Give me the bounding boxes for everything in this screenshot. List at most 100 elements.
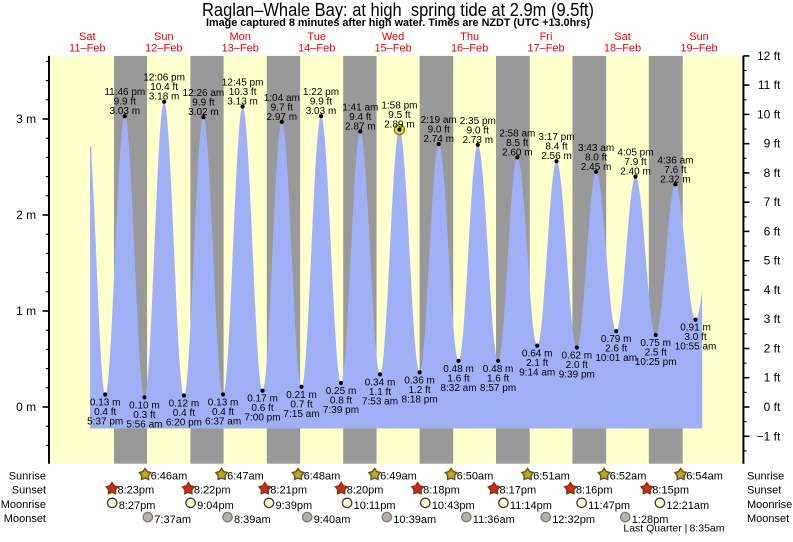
svg-text:2.73 m: 2.73 m: [463, 135, 494, 146]
svg-text:15–Feb: 15–Feb: [374, 42, 411, 54]
svg-text:8:23pm: 8:23pm: [118, 485, 155, 497]
svg-text:0.79 m: 0.79 m: [601, 334, 632, 345]
svg-text:8:32 am: 8:32 am: [440, 383, 476, 394]
svg-text:2 m: 2 m: [16, 208, 36, 222]
svg-text:2.56 m: 2.56 m: [541, 151, 572, 162]
svg-text:3:43 am: 3:43 am: [578, 143, 614, 154]
svg-text:8.4 ft: 8.4 ft: [545, 142, 567, 153]
svg-text:11 ft: 11 ft: [758, 78, 781, 92]
svg-text:7 ft: 7 ft: [764, 195, 781, 209]
svg-text:0.25 m: 0.25 m: [326, 386, 357, 397]
svg-text:0.91 m: 0.91 m: [680, 323, 711, 334]
svg-text:3.02 m: 3.02 m: [188, 107, 219, 118]
svg-text:0.3 ft: 0.3 ft: [133, 410, 155, 421]
svg-text:2.87 m: 2.87 m: [345, 122, 376, 133]
svg-text:6 ft: 6 ft: [764, 224, 781, 238]
svg-text:2.45 m: 2.45 m: [581, 162, 612, 173]
svg-text:5:56 am: 5:56 am: [126, 419, 162, 430]
svg-text:Sun: Sun: [154, 31, 174, 43]
svg-text:0.13 m: 0.13 m: [90, 398, 121, 409]
svg-text:6:52am: 6:52am: [610, 471, 647, 483]
svg-text:0.4 ft: 0.4 ft: [94, 407, 116, 418]
svg-text:18–Feb: 18–Feb: [604, 42, 641, 54]
svg-text:4:05 pm: 4:05 pm: [617, 148, 653, 159]
svg-text:2.5 ft: 2.5 ft: [645, 348, 667, 359]
svg-text:2:19 am: 2:19 am: [421, 115, 457, 126]
svg-text:19–Feb: 19–Feb: [680, 42, 717, 54]
svg-text:10:25 pm: 10:25 pm: [635, 357, 677, 368]
svg-text:10 ft: 10 ft: [757, 107, 781, 121]
svg-text:5:37 pm: 5:37 pm: [87, 417, 123, 428]
svg-text:Mon: Mon: [229, 31, 250, 43]
svg-text:9:39 pm: 9:39 pm: [559, 370, 595, 381]
svg-text:2.89 m: 2.89 m: [384, 120, 415, 131]
svg-text:Wed: Wed: [382, 31, 404, 43]
svg-text:0.12 m: 0.12 m: [169, 399, 200, 410]
svg-text:8:21pm: 8:21pm: [270, 485, 307, 497]
svg-text:9.0 ft: 9.0 ft: [428, 125, 450, 136]
svg-text:11:36am: 11:36am: [473, 514, 515, 526]
svg-text:0 ft: 0 ft: [764, 400, 781, 414]
svg-text:9 ft: 9 ft: [764, 137, 781, 151]
svg-text:12 ft: 12 ft: [757, 49, 781, 63]
svg-text:0.4 ft: 0.4 ft: [212, 407, 234, 418]
svg-text:11:46 pm: 11:46 pm: [104, 87, 145, 98]
svg-text:0.75 m: 0.75 m: [640, 338, 671, 349]
svg-text:0.21 m: 0.21 m: [286, 390, 317, 401]
svg-text:12:32pm: 12:32pm: [552, 514, 595, 526]
svg-text:10:01 am: 10:01 am: [595, 353, 637, 364]
svg-text:0.10 m: 0.10 m: [129, 400, 160, 411]
svg-text:Thu: Thu: [460, 31, 479, 43]
svg-text:Sunset: Sunset: [747, 485, 781, 497]
svg-text:2.1 ft: 2.1 ft: [526, 358, 548, 369]
svg-text:Moonrise: Moonrise: [1, 499, 46, 511]
svg-text:0.4 ft: 0.4 ft: [173, 408, 195, 419]
svg-text:1:04 am: 1:04 am: [264, 93, 300, 104]
svg-text:2.6 ft: 2.6 ft: [605, 344, 627, 355]
svg-text:6:37 am: 6:37 am: [205, 417, 241, 428]
svg-text:9:40am: 9:40am: [314, 514, 351, 526]
svg-text:Image captured 8 minutes after: Image captured 8 minutes after high wate…: [206, 17, 590, 29]
svg-text:9:04pm: 9:04pm: [197, 500, 234, 512]
svg-text:Fri: Fri: [540, 31, 553, 43]
svg-text:Sunset: Sunset: [12, 485, 46, 497]
svg-text:Sat: Sat: [614, 31, 631, 43]
svg-text:10.3 ft: 10.3 ft: [229, 87, 257, 98]
svg-text:10.4 ft: 10.4 ft: [150, 82, 178, 93]
svg-text:Sun: Sun: [689, 31, 709, 43]
svg-text:6:47am: 6:47am: [227, 471, 264, 483]
svg-text:17–Feb: 17–Feb: [527, 42, 564, 54]
svg-text:8:27pm: 8:27pm: [119, 500, 156, 512]
svg-text:9.9 ft: 9.9 ft: [310, 97, 332, 108]
svg-text:1:28pm: 1:28pm: [632, 514, 669, 526]
svg-text:10:39am: 10:39am: [393, 514, 436, 526]
svg-text:3.18 m: 3.18 m: [149, 92, 180, 103]
svg-text:0.13 m: 0.13 m: [208, 398, 239, 409]
svg-text:8:17pm: 8:17pm: [500, 485, 537, 497]
svg-text:0.34 m: 0.34 m: [365, 377, 396, 388]
svg-text:Raglan–Whale Bay: at high spr: Raglan–Whale Bay: at high spring tide at…: [202, 0, 594, 20]
svg-text:2.60 m: 2.60 m: [502, 147, 533, 158]
svg-text:Last Quarter | 8:35am: Last Quarter | 8:35am: [623, 523, 724, 535]
svg-text:13–Feb: 13–Feb: [222, 42, 259, 54]
svg-text:8:57 pm: 8:57 pm: [480, 383, 516, 394]
svg-text:4 ft: 4 ft: [764, 283, 781, 297]
svg-text:9:14 am: 9:14 am: [519, 368, 555, 379]
svg-text:3.03 m: 3.03 m: [110, 106, 141, 117]
svg-text:2:35 pm: 2:35 pm: [460, 116, 496, 127]
svg-text:−1 ft: −1 ft: [757, 429, 781, 443]
svg-text:5 ft: 5 ft: [764, 254, 781, 268]
svg-text:3.03 m: 3.03 m: [306, 106, 337, 117]
svg-text:2.40 m: 2.40 m: [620, 167, 651, 178]
svg-text:10:11pm: 10:11pm: [354, 500, 396, 512]
svg-text:1.1 ft: 1.1 ft: [369, 387, 391, 398]
svg-text:3.13 m: 3.13 m: [227, 97, 258, 108]
svg-text:7:00 pm: 7:00 pm: [244, 413, 280, 424]
svg-text:9.9 ft: 9.9 ft: [192, 98, 214, 109]
svg-text:0.8 ft: 0.8 ft: [330, 396, 352, 407]
svg-text:11:14pm: 11:14pm: [510, 500, 552, 512]
svg-text:6:49am: 6:49am: [380, 471, 417, 483]
svg-text:9.9 ft: 9.9 ft: [114, 97, 136, 108]
svg-text:1.2 ft: 1.2 ft: [408, 385, 430, 396]
svg-text:6:50am: 6:50am: [457, 471, 494, 483]
